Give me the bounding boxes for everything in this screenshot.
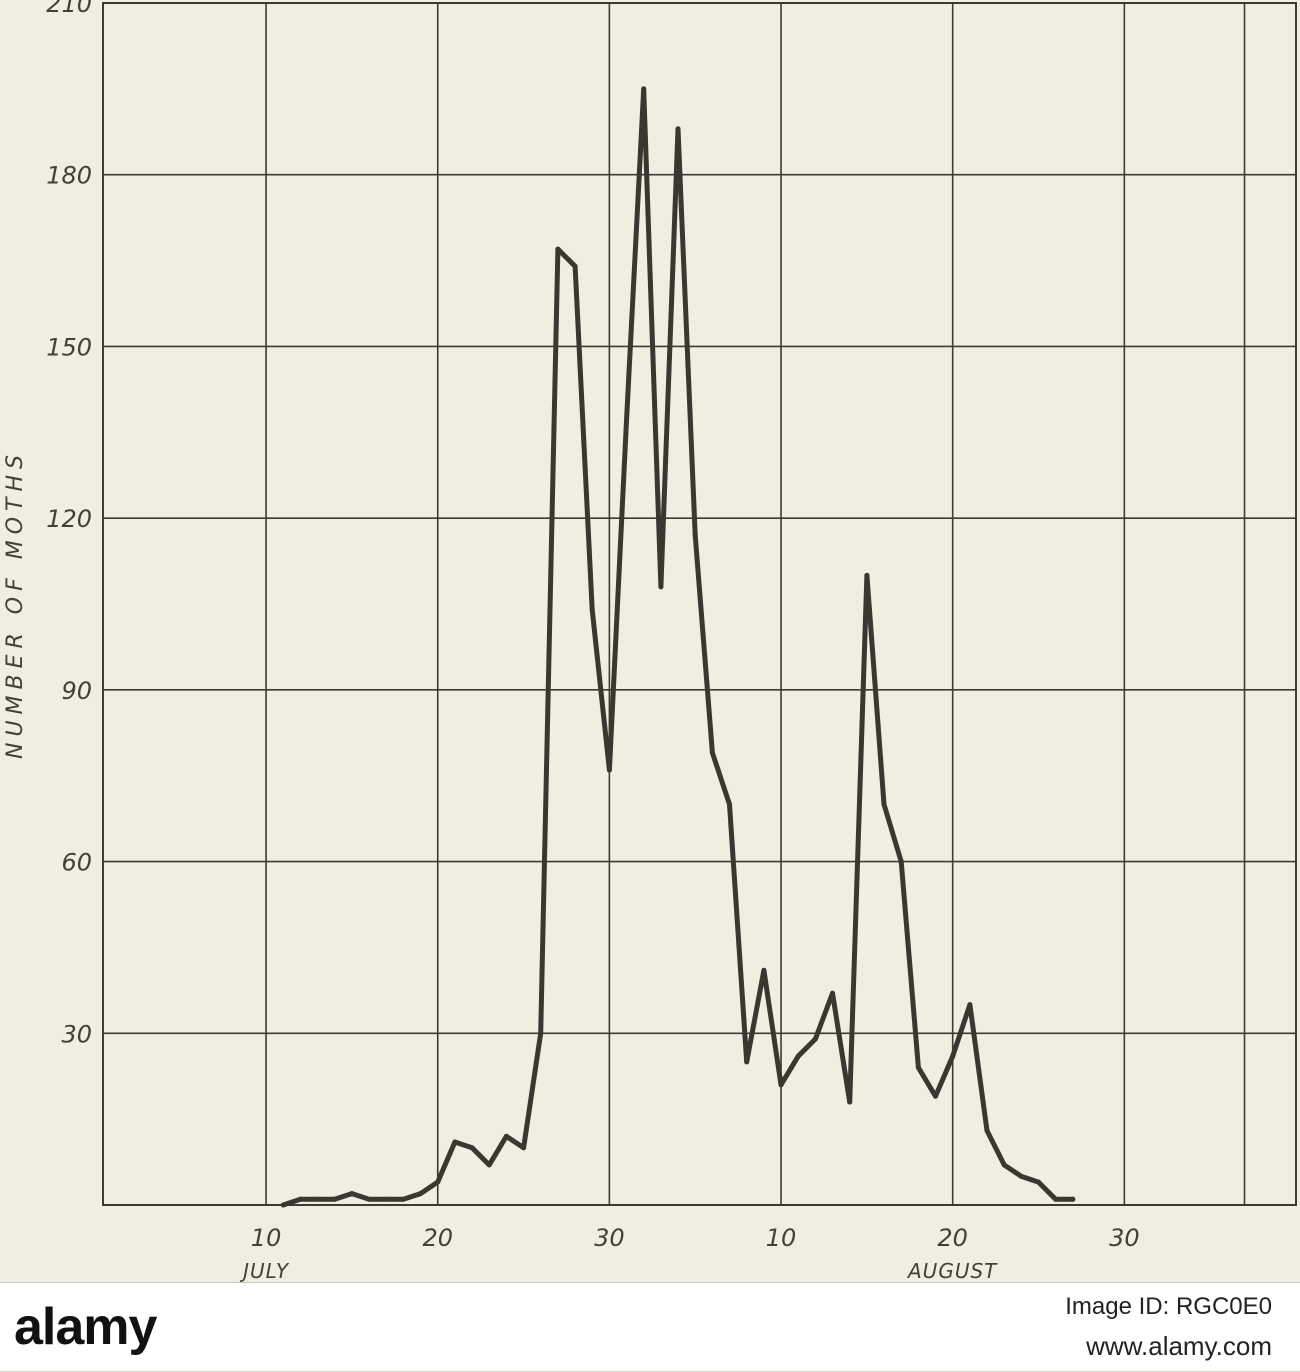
- data-point: [641, 86, 647, 92]
- x-tick-label: 30: [594, 1224, 625, 1252]
- data-point: [830, 990, 836, 996]
- x-tick-label: 20: [937, 1224, 968, 1252]
- x-tick-label: 30: [1109, 1224, 1140, 1252]
- data-point: [744, 1059, 750, 1065]
- data-point: [795, 1053, 801, 1059]
- data-point: [1001, 1162, 1007, 1168]
- data-point: [297, 1196, 303, 1202]
- data-point: [675, 126, 681, 132]
- data-point: [418, 1191, 424, 1197]
- data-point: [503, 1133, 509, 1139]
- data-point: [1070, 1196, 1076, 1202]
- data-point: [280, 1202, 286, 1208]
- y-axis-title: NUMBER OF MOTHS: [3, 449, 28, 759]
- data-point: [624, 418, 630, 424]
- data-point: [727, 801, 733, 807]
- image-id-text: Image ID: RGC0E0: [1065, 1293, 1272, 1320]
- data-point: [847, 1099, 853, 1105]
- y-tick-label: 180: [46, 162, 92, 190]
- plot-frame: [102, 2, 1297, 1206]
- data-point: [812, 1036, 818, 1042]
- data-point: [486, 1162, 492, 1168]
- watermark-bar: alamy Image ID: RGC0E0 www.alamy.com: [0, 1282, 1300, 1371]
- data-point: [709, 750, 715, 756]
- data-point: [915, 1065, 921, 1071]
- data-point: [761, 967, 767, 973]
- data-point: [778, 1082, 784, 1088]
- data-point: [933, 1093, 939, 1099]
- data-point: [881, 801, 887, 807]
- y-tick-label: 120: [46, 505, 92, 533]
- data-point: [1036, 1179, 1042, 1185]
- data-point: [1053, 1196, 1059, 1202]
- data-point: [606, 767, 612, 773]
- data-point: [315, 1196, 321, 1202]
- data-point: [984, 1128, 990, 1134]
- data-point: [692, 532, 698, 538]
- data-point: [658, 584, 664, 590]
- y-tick-label: 60: [61, 849, 92, 877]
- data-point: [383, 1196, 389, 1202]
- data-point: [1018, 1173, 1024, 1179]
- data-point: [538, 1030, 544, 1036]
- chart-area: 30 60 90 120 150 180 210 10 20 30 10 20 30 JULY AUGUST…: [0, 0, 1300, 1282]
- data-point: [555, 246, 561, 252]
- data-point: [950, 1053, 956, 1059]
- month-label: JULY: [239, 1259, 290, 1282]
- data-point: [435, 1179, 441, 1185]
- data-line: [280, 86, 1076, 1208]
- image-info: Image ID: RGC0E0 www.alamy.com: [1065, 1293, 1272, 1372]
- data-point: [967, 1002, 973, 1008]
- x-tick-label: 10: [766, 1224, 797, 1252]
- data-point: [349, 1191, 355, 1197]
- y-tick-label: 150: [46, 333, 92, 361]
- data-point: [589, 607, 595, 613]
- site-url: www.alamy.com: [1086, 1331, 1272, 1361]
- x-tick-label: 20: [422, 1224, 453, 1252]
- data-point: [332, 1196, 338, 1202]
- line-chart: 30 60 90 120 150 180 210 10 20 30 10 20 30 JULY AUGUST…: [3, 0, 1297, 1282]
- data-point: [572, 263, 578, 269]
- data-point: [898, 859, 904, 865]
- month-label: AUGUST: [906, 1259, 998, 1282]
- data-point: [400, 1196, 406, 1202]
- data-point: [452, 1139, 458, 1145]
- y-tick-label: 30: [61, 1020, 92, 1048]
- y-tick-label: 210: [46, 0, 92, 18]
- brand-logo: alamy: [14, 1298, 157, 1356]
- data-point: [469, 1145, 475, 1151]
- data-point: [864, 572, 870, 578]
- x-tick-label: 10: [251, 1224, 282, 1252]
- y-tick-label: 90: [61, 677, 92, 705]
- data-point: [521, 1145, 527, 1151]
- data-point: [366, 1196, 372, 1202]
